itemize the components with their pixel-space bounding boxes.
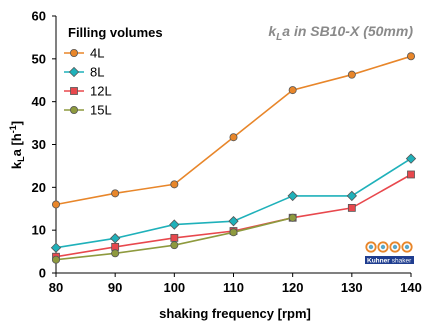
axes — [52, 15, 412, 277]
data-point-15L — [111, 249, 120, 258]
x-tick-label: 80 — [49, 280, 63, 295]
legend-title: Filling volumes — [68, 25, 163, 40]
legend-entry-12L: 12L — [64, 84, 112, 99]
y-tick-label: 20 — [32, 180, 46, 195]
legend-entry-8L: 8L — [64, 65, 104, 80]
data-point-12L — [170, 233, 179, 242]
logo-rings — [365, 241, 413, 253]
x-tick-label: 100 — [163, 280, 185, 295]
x-tick-label: 130 — [341, 280, 363, 295]
logo-text: Kuhner shaker — [367, 258, 412, 265]
series-4L — [52, 52, 415, 209]
data-point-8L — [110, 233, 121, 244]
y-tick-label: 50 — [32, 51, 46, 66]
series-line-12L — [55, 173, 412, 258]
data-point-4L — [288, 86, 297, 95]
data-point-8L — [287, 190, 298, 202]
series-12L — [52, 170, 415, 261]
data-point-4L — [170, 180, 179, 189]
logo-ring-core — [404, 244, 410, 250]
data-point-15L — [288, 213, 297, 222]
legend-label: 4L — [90, 46, 104, 61]
data-point-8L — [346, 190, 357, 202]
y-tick-label: 10 — [32, 223, 46, 238]
data-point-8L — [405, 153, 417, 164]
data-point-4L — [111, 189, 120, 198]
data-point-4L — [406, 52, 415, 61]
annotation-text: a in SB10-X (50mm) — [282, 23, 413, 39]
logo-ring-core — [380, 244, 386, 250]
legend-label: 12L — [90, 84, 112, 99]
data-point-4L — [52, 200, 61, 209]
kuhner-shaker-logo: Kuhner shaker — [365, 237, 414, 265]
data-point-15L — [229, 228, 238, 237]
legend-entry-4L: 4L — [64, 46, 104, 61]
series-layer — [50, 52, 417, 264]
x-tick-label: 110 — [223, 280, 244, 295]
data-point-8L — [169, 219, 180, 230]
legend-marker — [70, 49, 79, 58]
logo-ring-core — [392, 244, 398, 250]
data-point-12L — [407, 170, 415, 179]
series-line-4L — [55, 55, 412, 206]
data-point-4L — [347, 70, 356, 79]
y-tick-label: 40 — [32, 94, 46, 109]
y-tick-labels: 0 10 20 30 40 50 60 — [32, 9, 46, 281]
series-8L — [50, 153, 417, 253]
legend: Filling volumes 4L 8L 12L 15L — [64, 25, 163, 118]
x-tick-label: 120 — [282, 280, 304, 295]
annotation-subscript: L — [276, 32, 282, 43]
data-point-15L — [170, 241, 179, 250]
logo-ring-core — [368, 244, 374, 250]
x-axis-label: shaking frequency [rpm] — [159, 306, 311, 321]
data-point-8L — [50, 242, 62, 253]
legend-marker — [70, 87, 78, 95]
x-tick-label: 90 — [108, 280, 122, 295]
data-point-12L — [347, 203, 356, 212]
data-point-4L — [229, 133, 238, 142]
x-tick-labels: 80 90 100 110 120 130 140 — [49, 280, 422, 295]
y-tick-label: 60 — [32, 9, 46, 24]
annotation-k: k — [268, 23, 277, 39]
series-15L — [52, 213, 297, 264]
data-point-8L — [228, 216, 239, 227]
data-point-15L — [52, 255, 61, 264]
y-axis-label: kLa [h-1] — [8, 121, 26, 169]
logo-banner — [365, 256, 414, 264]
legend-label: 15L — [90, 103, 112, 118]
x-tick-label: 140 — [400, 280, 422, 295]
legend-marker — [70, 106, 79, 115]
legend-label: 8L — [90, 65, 104, 80]
y-tick-label: 0 — [39, 266, 46, 281]
legend-entry-15L: 15L — [64, 103, 112, 118]
y-tick-label: 30 — [32, 137, 46, 152]
chart-annotation: kLa in SB10-X (50mm) — [268, 23, 413, 43]
legend-marker — [68, 66, 80, 78]
